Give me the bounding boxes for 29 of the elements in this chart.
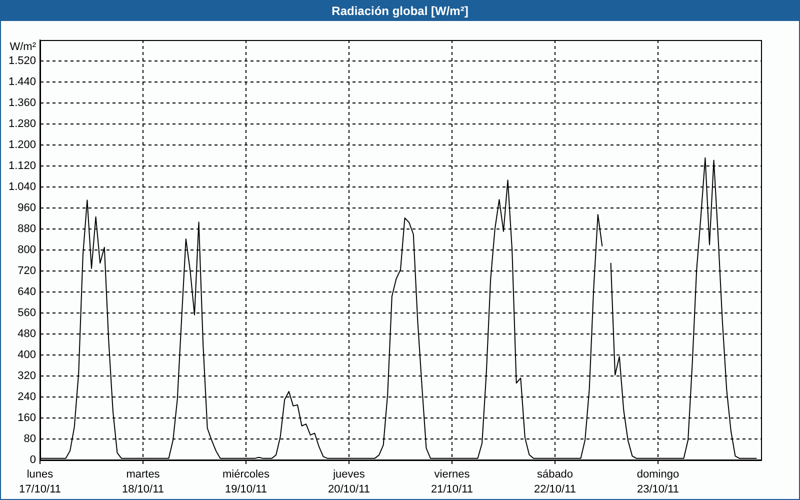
y-tick-label: 720 [18,265,36,278]
y-tick-label: 1.440 [8,76,36,88]
x-tick-label: domingo 23/10/11 [636,468,680,496]
y-tick-label: 480 [18,328,36,340]
y-tick-label: 1.360 [8,97,36,110]
y-tick-label: 1.520 [8,55,36,68]
chart-title: Radiación global [W/m²] [1,1,799,21]
y-tick-label: 400 [18,349,36,362]
y-tick-label: 160 [18,412,36,424]
y-tick-label: 880 [18,223,36,236]
y-tick-label: 1.200 [8,139,36,152]
y-tick-label: 1.120 [8,160,36,172]
y-tick-label: 1.040 [8,181,36,194]
y-axis-title: W/m² [10,41,36,54]
y-tick-label: 320 [18,370,36,382]
x-tick-label: miércoles 19/10/11 [222,468,270,496]
y-tick-label: 1.280 [8,118,36,130]
y-tick-label: 0 [30,454,36,466]
y-tick-label: 800 [18,244,36,256]
x-tick-label: lunes 17/10/11 [18,468,62,496]
x-tick-label: viernes 21/10/11 [430,468,474,496]
x-tick-label: jueves 20/10/11 [328,468,370,496]
y-tick-label: 640 [18,286,36,298]
y-tick-label: 80 [24,433,36,446]
y-tick-label: 560 [18,307,36,320]
y-tick-label: 240 [18,391,36,404]
y-tick-label: 960 [18,202,36,214]
x-tick-label: martes 18/10/11 [122,468,164,496]
x-tick-label: sábado 22/10/11 [534,468,576,496]
